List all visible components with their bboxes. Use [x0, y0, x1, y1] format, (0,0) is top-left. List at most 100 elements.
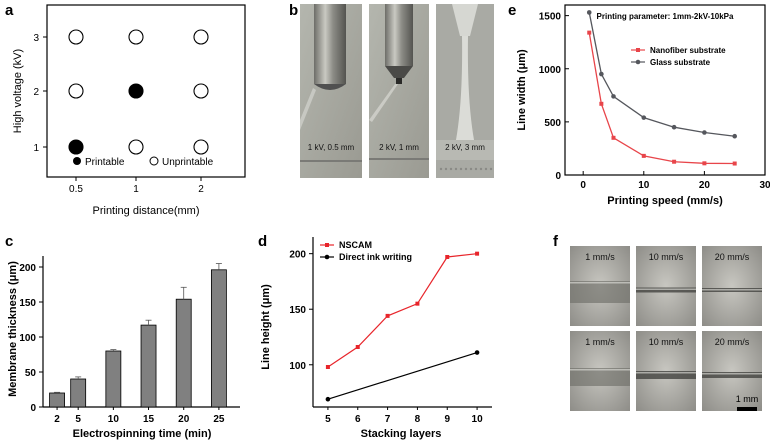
panel-e-point [732, 133, 737, 139]
panel-letter-f: f [553, 233, 558, 250]
panel-d-xtick-label: 8 [415, 414, 421, 425]
panel-a-xlabel: Printing distance(mm) [93, 205, 200, 217]
panel-c-ytick-label: 150 [19, 298, 36, 309]
panel-e-title: Printing parameter: 1mm-2kV-10kPa [597, 12, 734, 21]
panel-c-xtick-label: 5 [75, 414, 81, 425]
photo-f-label: 1 mm/s [585, 337, 615, 347]
photo-b3: 2 kV, 3 mm [436, 4, 494, 178]
panel-d-point [445, 255, 450, 259]
point-unprintable [193, 139, 209, 155]
panel-a-xtick-label: 1 [133, 184, 139, 195]
point-unprintable [68, 83, 84, 99]
panel-e-point [672, 159, 677, 164]
photo-f-label: 20 mm/s [715, 337, 750, 347]
photo-f-top-2: 10 mm/s [636, 246, 696, 326]
panel-letter-c: c [5, 233, 14, 250]
panel-e-point [611, 135, 616, 140]
legend-glass-marker [635, 59, 641, 65]
panel-d-series-line [327, 351, 478, 400]
photo-f-label: 1 mm/s [585, 252, 615, 262]
panel-e-point [641, 115, 647, 120]
photo-f-label: 10 mm/s [649, 337, 684, 347]
panel-a-xtick-label: 0.5 [69, 184, 83, 195]
panel-a-ytick-label: 3 [33, 33, 39, 44]
legend-unprintable-label: Unprintable [162, 157, 214, 168]
panel-a-ytick-label: 1 [33, 143, 39, 154]
photo-b1-label: 1 kV, 0.5 mm [308, 143, 355, 152]
point-printable [68, 139, 84, 155]
panel-a-ylabel: High voltage (kV) [12, 49, 24, 133]
panel-e-ytick-label: 500 [544, 118, 561, 129]
panel-c-ytick-label: 200 [19, 263, 36, 274]
point-unprintable [128, 139, 144, 155]
panel-d-series-line [327, 253, 478, 368]
photo-f-label: 10 mm/s [649, 252, 684, 262]
point-unprintable [68, 29, 84, 45]
photo-b3-label: 2 kV, 3 mm [445, 143, 485, 152]
panel-c-xtick-label: 15 [143, 414, 155, 425]
panel-e-xtick-label: 30 [759, 180, 770, 191]
panel-e-point [599, 101, 604, 106]
panel-d-point [475, 251, 480, 256]
photo-f-top-3: 20 mm/s [702, 246, 762, 326]
panel-e-xtick-label: 20 [699, 180, 711, 191]
photo-f-bottom-1: 1 mm/s [570, 331, 630, 411]
photo-f-bottom-3: 20 mm/s [702, 331, 762, 411]
panel-e-point [587, 30, 592, 35]
legend-diw-label: Direct ink writing [339, 252, 412, 262]
point-unprintable [128, 29, 144, 45]
scale-bar-label: 1 mm [736, 394, 759, 404]
panel-c-ytick-label: 0 [30, 403, 36, 414]
panel-c-xtick-label: 20 [178, 414, 190, 425]
panel-e-point [702, 130, 707, 135]
panel-letter-a: a [5, 2, 14, 19]
panel-d-xtick-label: 5 [325, 414, 331, 425]
panel-e-point [732, 161, 737, 166]
panel-c-ytick-label: 50 [25, 368, 37, 379]
legend-nscam-label: NSCAM [339, 240, 372, 250]
panel-d-xtick-label: 7 [385, 414, 391, 425]
photo-f-top-1: 1 mm/s [570, 246, 630, 326]
panel-c-xtick-label: 25 [213, 414, 225, 425]
panel-a-ytick-label: 2 [33, 87, 39, 98]
panel-e-point [599, 71, 604, 77]
panel-letter-d: d [258, 233, 268, 250]
panel-e-xtick-label: 10 [638, 180, 650, 191]
panel-d-point [355, 345, 360, 349]
panel-d-point [325, 396, 331, 402]
panel-e-ytick-label: 1500 [539, 12, 562, 23]
photo-b2-label: 2 kV, 1 mm [379, 143, 419, 152]
panel-d-xlabel: Stacking layers [361, 428, 442, 440]
panel-d-xtick-label: 9 [444, 414, 450, 425]
legend-glass-label: Glass substrate [650, 58, 711, 67]
panel-e-frame [564, 4, 766, 176]
legend-nscam-marker [325, 243, 329, 247]
panel-e-point [611, 94, 616, 99]
photo-f-label: 20 mm/s [715, 252, 750, 262]
point-printable [128, 83, 144, 99]
legend-nanofiber-label: Nanofiber substrate [650, 46, 726, 55]
legend-printable-label: Printable [85, 157, 125, 168]
panel-d-point [415, 301, 420, 306]
panel-e-xtick-label: 0 [580, 180, 586, 191]
point-unprintable [193, 29, 209, 45]
panel-c-xtick-label: 2 [54, 414, 60, 425]
panel-e-ylabel: Line width (μm) [516, 49, 528, 131]
panel-d-ytick-label: 200 [289, 250, 306, 261]
panel-e-point [702, 161, 707, 166]
panel-e-ytick-label: 1000 [539, 65, 562, 76]
legend-diw-marker [324, 254, 330, 260]
panel-e-xlabel: Printing speed (mm/s) [607, 195, 723, 207]
legend-printable-marker [73, 157, 81, 165]
panel-c-xlabel: Electrospinning time (min) [73, 428, 212, 440]
panel-e-ytick-label: 0 [555, 171, 561, 182]
panel-e-point [671, 124, 677, 130]
point-unprintable [193, 83, 209, 99]
photo-f-bottom-2: 10 mm/s [636, 331, 696, 411]
